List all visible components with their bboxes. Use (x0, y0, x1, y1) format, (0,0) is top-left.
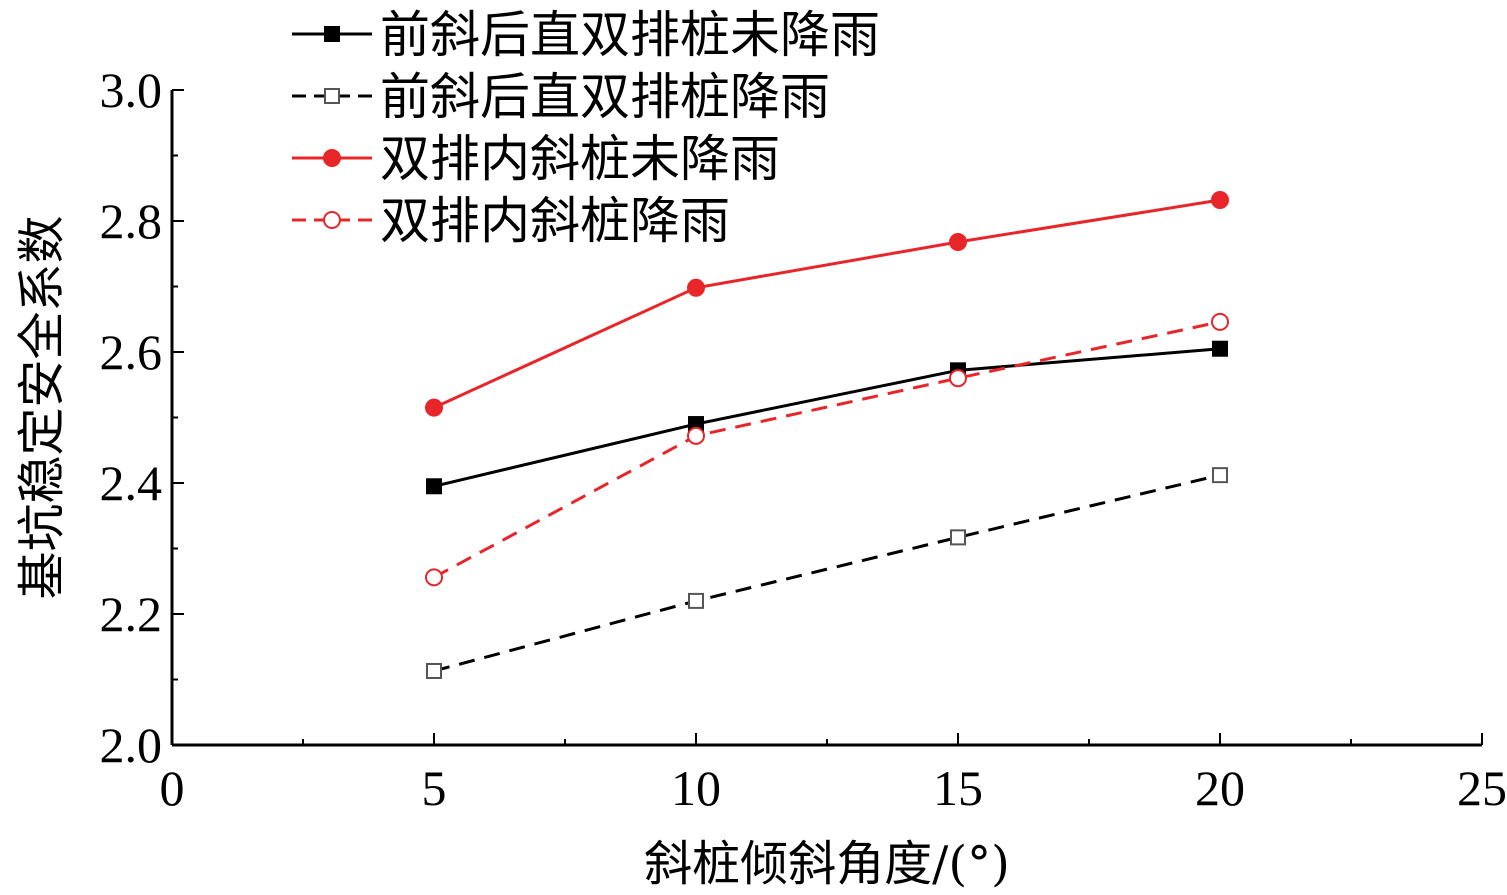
circle-filled-marker (425, 398, 443, 417)
legend-item: 双排内斜桩降雨 (292, 192, 730, 250)
y-axis-title: 基坑稳定安全系数 (14, 215, 70, 599)
x-tick-label: 15 (933, 760, 983, 816)
circle-open-marker (323, 211, 341, 229)
square-open-marker (324, 88, 340, 104)
square-filled-marker (1212, 340, 1228, 357)
square-filled-marker (426, 478, 442, 495)
legend-label: 双排内斜桩降雨 (380, 192, 730, 250)
y-tick-label: 2.2 (100, 586, 163, 642)
circle-open-marker (949, 369, 967, 388)
square-filled-marker (324, 26, 340, 42)
circle-filled-marker (323, 149, 341, 167)
square-open-marker (426, 662, 442, 679)
series-3 (425, 191, 1229, 417)
y-tick-label: 2.8 (100, 193, 163, 249)
square-open-marker (1212, 467, 1228, 484)
legend-label: 前斜后直双排桩降雨 (380, 68, 830, 126)
x-tick-label: 0 (160, 760, 185, 816)
y-tick-label: 2.0 (100, 717, 163, 773)
series-line (433, 198, 1221, 410)
square-open-marker (950, 529, 966, 546)
circle-filled-marker (687, 278, 705, 297)
y-tick-label: 3.0 (100, 62, 163, 118)
x-tick-label: 25 (1457, 760, 1507, 816)
series-line (433, 473, 1221, 673)
legend-label: 前斜后直双排桩未降雨 (380, 6, 880, 64)
circle-open-marker (425, 568, 443, 587)
circle-open-marker (687, 426, 705, 445)
x-tick-label: 10 (671, 760, 721, 816)
axis-ticks: 0 5 10 15 20 25 2.0 2.2 2.4 2.6 2.8 3.0 (100, 62, 1507, 816)
legend-item: 双排内斜桩未降雨 (292, 130, 780, 188)
series-1 (426, 340, 1228, 495)
y-tick-label: 2.4 (100, 455, 163, 511)
series-line (433, 320, 1221, 579)
x-tick-label: 20 (1195, 760, 1245, 816)
circle-open-marker (1211, 312, 1229, 331)
series-line (433, 347, 1221, 488)
series-layer (425, 191, 1229, 679)
circle-filled-marker (949, 232, 967, 251)
legend-item: 前斜后直双排桩降雨 (292, 68, 830, 126)
square-open-marker (688, 592, 704, 609)
circle-filled-marker (1211, 191, 1229, 210)
y-tick-label: 2.6 (100, 324, 163, 380)
legend-label: 双排内斜桩未降雨 (380, 130, 780, 188)
x-tick-label: 5 (422, 760, 447, 816)
series-2 (426, 467, 1228, 679)
series-4 (425, 312, 1229, 587)
x-axis-title: 斜桩倾斜角度/(°) (644, 836, 1010, 892)
legend-item: 前斜后直双排桩未降雨 (292, 6, 880, 64)
axes (170, 90, 1482, 747)
